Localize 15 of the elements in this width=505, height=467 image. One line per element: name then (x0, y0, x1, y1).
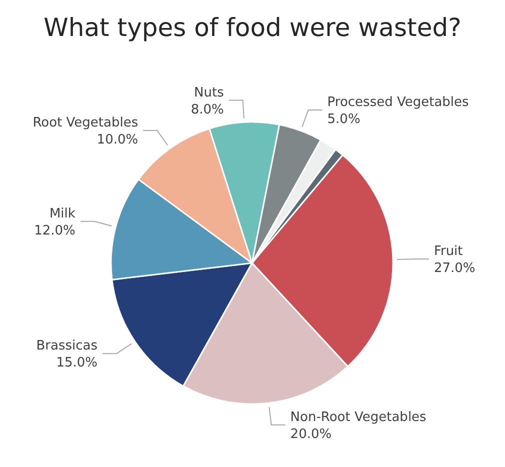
data-label: 5.0% (327, 112, 360, 128)
data-label: 20.0% (290, 426, 332, 442)
slice-label: Milk (49, 206, 76, 222)
slice-label: Processed Vegetables (327, 95, 470, 110)
data-label: 27.0% (434, 261, 476, 276)
data-label: 10.0% (96, 132, 138, 148)
data-label: 12.0% (34, 223, 76, 238)
slice-label: Non-Root Vegetables (290, 410, 427, 425)
slice-label: Nuts (194, 85, 224, 100)
slice-label: Brassicas (36, 338, 98, 354)
slice-label: Root Vegetables (32, 115, 138, 130)
data-label: 15.0% (56, 356, 98, 371)
data-label: 8.0% (190, 102, 224, 118)
chart-title: What types of food were wasted? (42, 12, 462, 44)
slice-label: Fruit (434, 244, 463, 260)
